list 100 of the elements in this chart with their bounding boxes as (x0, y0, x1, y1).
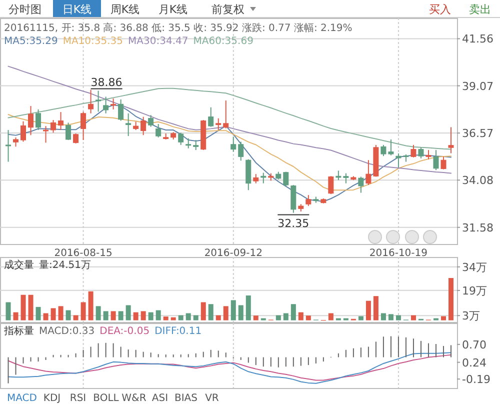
text: KDJ (43, 393, 61, 404)
text: RSI (70, 393, 86, 404)
candlestick (6, 130, 12, 162)
bar (163, 316, 168, 320)
line-series (8, 66, 452, 174)
candlestick (118, 98, 124, 122)
bar (410, 315, 416, 320)
candlestick (328, 176, 334, 195)
text: 日K线 (62, 3, 92, 16)
text: VR (205, 393, 219, 404)
x-tick-label: 2016-08-15 (54, 248, 112, 259)
bar (13, 312, 18, 320)
bar (58, 306, 64, 320)
bar (148, 312, 154, 320)
bar (306, 316, 311, 320)
bar (380, 313, 386, 320)
candlestick (358, 176, 364, 194)
bar (298, 312, 304, 320)
y-tick-label: 19万 (462, 284, 487, 298)
candlestick (96, 90, 102, 112)
bar (88, 291, 94, 320)
candlestick (20, 120, 26, 142)
text: MA60:35.69 (193, 36, 254, 47)
candlestick (253, 174, 259, 184)
candlestick (216, 118, 222, 131)
candlestick (66, 122, 72, 141)
bar (126, 305, 131, 320)
y-tick-label: 31.58 (462, 221, 494, 234)
bar (328, 313, 334, 320)
candlestick (186, 138, 192, 149)
y-tick-label: 36.57 (462, 127, 494, 140)
candlestick (193, 140, 199, 151)
candlestick (410, 144, 416, 158)
bar (36, 306, 41, 320)
bar (388, 314, 394, 320)
bar (80, 302, 86, 320)
chart-subtitle: 20161115, 开: 35.8 高: 36.88 低: 35.5 收: 35.92 涨跌: 0.77 涨幅: 2.19% (4, 22, 352, 34)
candlestick (148, 114, 154, 128)
bar (96, 306, 101, 320)
candlestick (208, 106, 214, 128)
candlestick (103, 96, 109, 114)
candlestick (223, 100, 229, 129)
text: DIFF:0.11 (154, 326, 202, 337)
bar (208, 304, 214, 320)
bar (66, 310, 71, 320)
y-tick-label: 0.70 (462, 338, 486, 352)
text: 卖出 (469, 3, 491, 16)
y-tick-label: 41.56 (462, 32, 494, 46)
text: 买入 (429, 3, 451, 16)
text: BOLL (93, 393, 120, 404)
y-tick-label: 3万 (462, 310, 480, 323)
bar (230, 300, 236, 320)
bar (50, 308, 56, 320)
bar (290, 304, 296, 320)
bar (396, 315, 401, 320)
candlestick (43, 126, 49, 144)
candlestick (58, 112, 64, 131)
bar (216, 315, 221, 320)
bar (223, 306, 228, 320)
text: W&R (122, 393, 146, 404)
candlestick (110, 98, 116, 110)
x-tick-label: 2016-09-12 (204, 248, 262, 259)
candlestick (306, 194, 312, 207)
bar (366, 300, 371, 320)
candlestick (88, 89, 94, 114)
candlestick (73, 132, 79, 144)
text: ASI (152, 393, 168, 404)
text: BIAS (174, 393, 198, 404)
bar (170, 317, 176, 320)
bar (28, 294, 34, 320)
bar (133, 312, 138, 320)
text: 量:24.51万 (39, 260, 91, 271)
legend-title: 成交量 (4, 259, 34, 271)
bar (200, 302, 206, 320)
y-tick-label: 34.08 (462, 174, 494, 188)
candlestick (426, 150, 432, 160)
candlestick (440, 156, 446, 170)
bar (238, 305, 244, 320)
bar (246, 295, 251, 320)
candlestick (178, 132, 184, 146)
bar (103, 311, 108, 320)
bar (440, 316, 446, 320)
bar (253, 316, 258, 320)
candlestick (238, 141, 244, 162)
bar (20, 294, 26, 320)
candlestick (28, 106, 34, 136)
y-tick-label: 0.24 (462, 356, 486, 370)
bar (186, 313, 191, 320)
bar (193, 315, 198, 320)
text: MA30:34.47 (128, 36, 188, 47)
bar (140, 311, 146, 320)
candlestick (433, 150, 439, 171)
bar (6, 302, 11, 320)
legend-title: 指标量 (3, 325, 34, 337)
candlestick (260, 172, 266, 184)
candlestick (36, 108, 42, 131)
text: 周K线 (110, 3, 140, 16)
bar (448, 278, 454, 320)
bar (118, 311, 124, 320)
bar (283, 313, 288, 320)
